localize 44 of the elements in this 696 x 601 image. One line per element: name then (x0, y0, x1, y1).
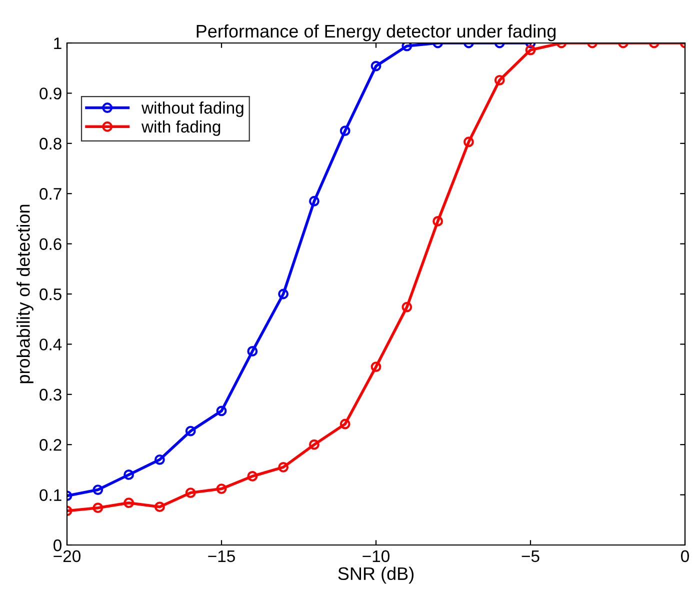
point (185, 426, 196, 436)
y-tick-label: 1 (54, 38, 62, 50)
y-tick-label: 0.2 (40, 439, 62, 451)
x-tick-label: 0 (681, 550, 689, 562)
y-tick-label: 0.8 (40, 138, 62, 150)
point (216, 484, 227, 494)
point (402, 43, 412, 52)
point (124, 498, 134, 508)
y-tick-label: 0 (54, 539, 62, 552)
x-tick-label: −15 (208, 550, 235, 562)
point (402, 302, 412, 312)
x-tick-label: −10 (362, 550, 390, 562)
point (308, 439, 320, 450)
legend-label: with fading (141, 120, 220, 136)
point (247, 471, 258, 482)
point (340, 126, 350, 136)
y-axis-title: probability of detection (16, 204, 34, 384)
y-tick-label: 0.7 (40, 188, 62, 200)
legend-label: without fading (141, 102, 244, 118)
point (278, 288, 289, 300)
y-tick-label: 0.4 (40, 338, 62, 350)
point (247, 346, 258, 356)
point (92, 484, 104, 495)
point (340, 418, 350, 430)
y-tick-label: 0.1 (40, 489, 62, 502)
point (278, 462, 289, 472)
point (216, 406, 227, 416)
point (463, 136, 474, 148)
point (185, 488, 196, 498)
y-tick-label: 0.6 (40, 238, 62, 250)
x-tick-label: −20 (54, 550, 80, 562)
point (308, 196, 320, 206)
x-axis-title: SNR (dB) (338, 566, 414, 584)
y-tick-label: 0.9 (40, 88, 62, 100)
point (154, 502, 165, 512)
y-tick-label: 0.5 (40, 288, 62, 300)
x-tick-label: −5 (522, 550, 540, 562)
y-tick-label: 0.3 (40, 388, 62, 401)
point (370, 362, 382, 372)
point (92, 502, 104, 514)
point (432, 216, 444, 226)
point (154, 454, 165, 465)
chart-title: Performance of Energy detector under fading (196, 24, 556, 42)
point (124, 470, 134, 480)
